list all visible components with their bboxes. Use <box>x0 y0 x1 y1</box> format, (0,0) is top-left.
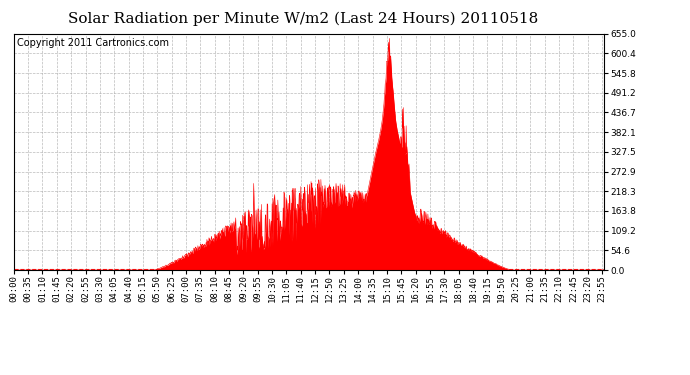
Text: Solar Radiation per Minute W/m2 (Last 24 Hours) 20110518: Solar Radiation per Minute W/m2 (Last 24… <box>68 11 539 26</box>
Text: Copyright 2011 Cartronics.com: Copyright 2011 Cartronics.com <box>17 39 169 48</box>
